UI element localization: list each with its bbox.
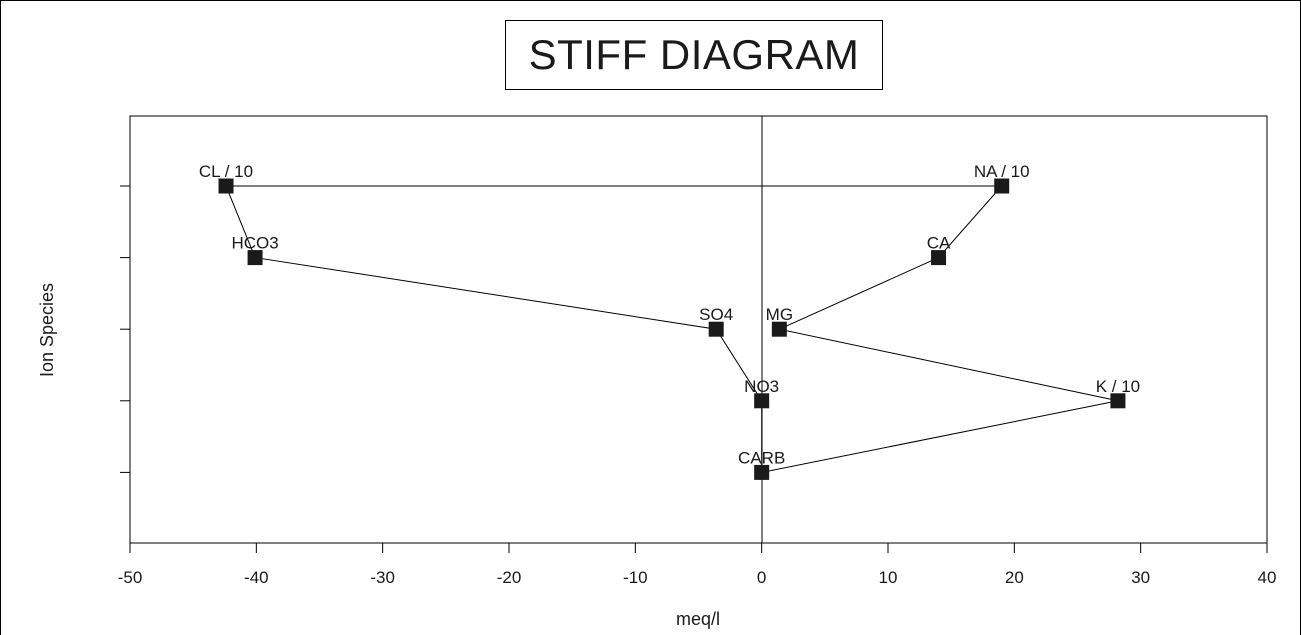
data-point-labels: NA / 10 CA MG K / 10 CARB NO3 SO4 HCO3 CL / 10 (199, 162, 1140, 467)
data-marker (754, 393, 770, 409)
x-axis-title: meq/l (676, 609, 720, 629)
data-marker (708, 321, 724, 337)
point-label: NO3 (744, 377, 779, 396)
data-marker (754, 464, 770, 480)
plot-area-frame (129, 115, 1268, 544)
x-tick-label: -50 (118, 568, 143, 587)
point-label: K / 10 (1096, 377, 1140, 396)
data-marker (771, 321, 787, 337)
data-markers (218, 178, 1126, 480)
x-tick-label: -30 (370, 568, 395, 587)
point-label: CL / 10 (199, 162, 253, 181)
point-label: CARB (738, 448, 785, 467)
x-tick-label: 0 (757, 568, 766, 587)
point-label: MG (766, 305, 793, 324)
data-marker (247, 250, 263, 266)
data-marker (1110, 393, 1126, 409)
x-tick-label: -40 (244, 568, 269, 587)
point-label: NA / 10 (974, 162, 1030, 181)
data-marker (218, 178, 234, 194)
x-axis-ticks (129, 543, 1268, 553)
x-axis-tick-labels: -50 -40 -30 -20 -10 0 10 20 30 40 (118, 568, 1277, 587)
x-tick-label: 30 (1131, 568, 1150, 587)
y-axis-title: Ion Species (37, 283, 57, 377)
data-marker (931, 250, 947, 266)
chart-title: STIFF DIAGRAM (505, 20, 883, 90)
x-tick-label: 10 (879, 568, 898, 587)
y-axis-ticks (120, 185, 130, 473)
point-label: SO4 (699, 305, 733, 324)
stiff-outline (225, 185, 1119, 474)
x-tick-label: 40 (1258, 568, 1277, 587)
point-label: CA (927, 234, 951, 253)
x-tick-label: -10 (623, 568, 648, 587)
data-marker (994, 178, 1010, 194)
x-tick-label: 20 (1005, 568, 1024, 587)
point-label: HCO3 (231, 234, 278, 253)
x-tick-label: -20 (497, 568, 522, 587)
